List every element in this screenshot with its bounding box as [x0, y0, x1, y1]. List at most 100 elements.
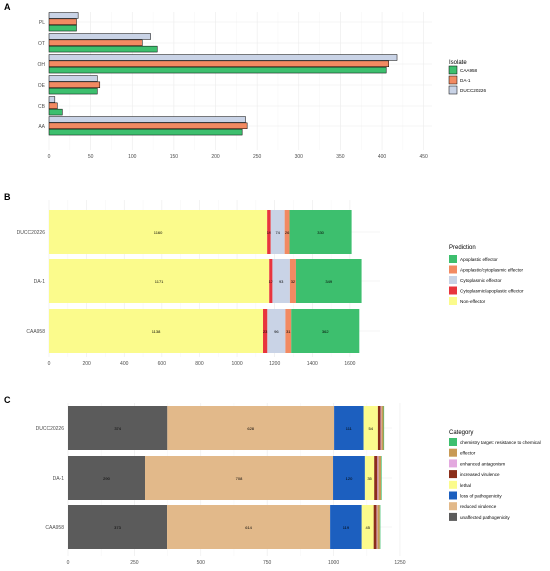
- bar-segment: [364, 456, 375, 500]
- x-tick-label: 500: [197, 560, 206, 566]
- y-tick-label: PL: [39, 20, 45, 26]
- legend-swatch: [449, 265, 457, 274]
- bar: [48, 60, 389, 67]
- bar-segment: [49, 259, 270, 303]
- legend-entry: increased virulence: [460, 472, 500, 477]
- y-tick-label: OE: [38, 83, 46, 89]
- x-tick-label: 1200: [269, 361, 280, 367]
- legend-swatch: [448, 85, 458, 95]
- legend-entry: Apoplastic/cytoplasmic effector: [460, 268, 523, 273]
- bar-segment: [267, 210, 271, 254]
- bar-segment: [377, 505, 380, 549]
- legend-title: Isolate: [449, 60, 467, 66]
- legend-entry: reduced virulence: [460, 504, 497, 509]
- data-label: 290: [103, 476, 110, 481]
- data-label: 374: [114, 426, 121, 431]
- bar: [48, 45, 158, 53]
- data-label: 19: [267, 230, 272, 235]
- bar-segment: [381, 456, 382, 500]
- bar-segment: [167, 406, 335, 450]
- x-tick-label: 800: [195, 361, 204, 367]
- legend-entry: Cytoplasmic effector: [460, 278, 502, 283]
- legend-swatch: [449, 255, 457, 263]
- y-tick-label: DA-1: [53, 476, 65, 482]
- legend-entry: effector: [460, 451, 476, 456]
- y-tick-label: CAA958: [26, 329, 45, 335]
- bar: [48, 12, 79, 19]
- bar-segment: [330, 505, 362, 549]
- x-tick-label: 400: [120, 361, 129, 367]
- x-tick-label: 250: [130, 560, 139, 566]
- bar-segment: [267, 309, 286, 353]
- legend-title: Category: [449, 430, 473, 436]
- bar: [48, 87, 98, 95]
- panel-label-A: A: [4, 2, 11, 12]
- y-tick-label: OH: [38, 62, 46, 68]
- legend-swatch: [449, 448, 457, 457]
- bar: [48, 54, 398, 61]
- panel-B: B 0 200 400 600 800 1000 1200 1400 1600 DUCC20226 1…: [4, 192, 524, 367]
- legend-entry: DUCC20226: [460, 88, 486, 93]
- legend-entry: chemistry target: resistance to chemical: [460, 440, 541, 445]
- bar-segment: [333, 456, 365, 500]
- bar-segment: [376, 505, 378, 549]
- data-label: 96: [274, 329, 279, 334]
- data-label: 120: [346, 476, 353, 481]
- bar-segment: [145, 456, 334, 500]
- bar-segment: [380, 406, 382, 450]
- data-label: 362: [322, 329, 329, 334]
- bar-segment: [383, 406, 385, 450]
- legend-swatch: [449, 276, 457, 284]
- bar-segment: [378, 456, 382, 500]
- y-tick-label: OT: [38, 41, 45, 47]
- x-tick-label: 0: [67, 560, 70, 566]
- bar-segment: [289, 259, 296, 303]
- legend-swatch: [448, 75, 458, 85]
- bar-segment: [167, 505, 331, 549]
- data-label: 54: [369, 426, 374, 431]
- x-tick-label: 750: [263, 560, 272, 566]
- bar-segment: [285, 309, 292, 353]
- x-tick-label: 100: [128, 154, 137, 160]
- bar-segment: [270, 210, 285, 254]
- bar-segment: [377, 456, 379, 500]
- bar-segment: [68, 505, 168, 549]
- x-tick-label: 1600: [344, 361, 355, 367]
- data-label: 74: [275, 230, 280, 235]
- bar-segment: [68, 406, 168, 450]
- bar: [48, 18, 77, 26]
- legend-swatch: [449, 438, 457, 446]
- legend-entry: Cytoplasmic/apoplastic effector: [460, 289, 524, 294]
- data-label: 628: [247, 426, 254, 431]
- x-tick-label: 250: [253, 154, 262, 160]
- y-tick-label: DUCC20226: [36, 426, 65, 432]
- x-tick-label: 300: [295, 154, 304, 160]
- data-label: 330: [317, 230, 324, 235]
- x-tick-label: 450: [420, 154, 429, 160]
- bar-segment: [289, 210, 352, 254]
- x-tick-label: 1250: [394, 560, 405, 566]
- legend-swatch: [449, 491, 457, 500]
- legend-entry: loss of pathogenicity: [460, 494, 502, 499]
- y-tick-label: CAA958: [45, 525, 64, 531]
- legend-entry: Apoplastic effector: [460, 257, 498, 262]
- panel-label-C: C: [4, 395, 11, 405]
- x-tick-label: 200: [211, 154, 220, 160]
- data-label: 31: [286, 329, 291, 334]
- x-tick-label: 50: [88, 154, 94, 160]
- legend-entry: unaffected pathogenicity: [460, 515, 510, 520]
- legend-entry: Non-effector: [460, 299, 486, 304]
- y-tick-label: CB: [38, 104, 46, 110]
- data-label: 373: [114, 525, 121, 530]
- legend-swatch: [449, 480, 457, 489]
- legend-swatch: [449, 459, 457, 468]
- x-tick-label: 1000: [232, 361, 243, 367]
- bar: [48, 96, 56, 103]
- legend-swatch: [448, 65, 458, 75]
- data-label: 614: [245, 525, 252, 530]
- x-tick-label: 0: [48, 154, 51, 160]
- data-label: 93: [279, 279, 284, 284]
- bar: [48, 108, 63, 116]
- bar-segment: [49, 210, 268, 254]
